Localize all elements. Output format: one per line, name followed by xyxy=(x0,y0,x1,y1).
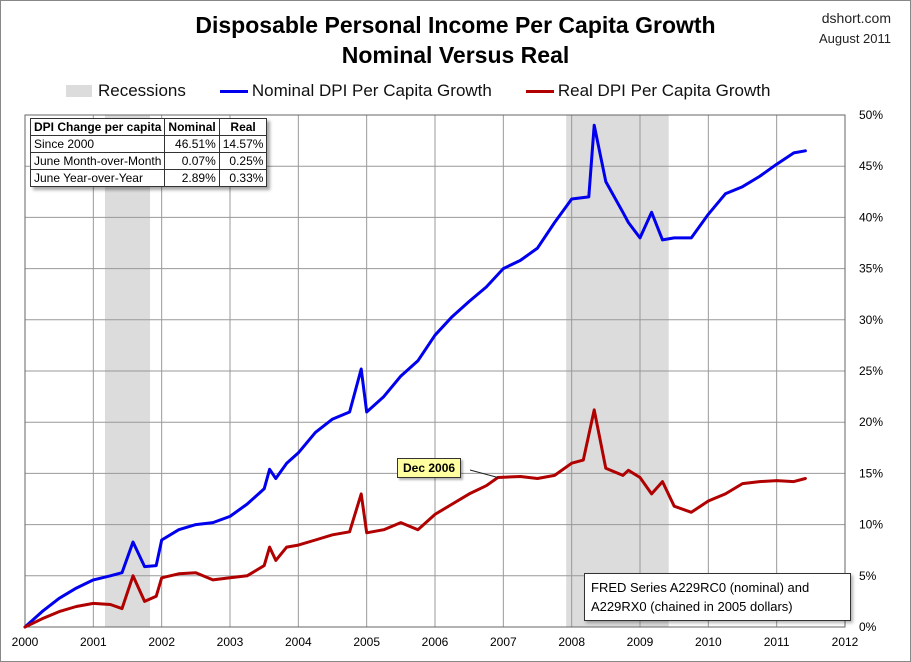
legend-item-nominal: Nominal DPI Per Capita Growth xyxy=(219,81,492,101)
x-tick-label: 2007 xyxy=(490,635,517,649)
real-swatch xyxy=(525,89,554,93)
y-tick-label: 35% xyxy=(859,262,883,276)
y-tick-label: 25% xyxy=(859,364,883,378)
stats-row: June Year-over-Year 2.89% 0.33% xyxy=(29,169,268,187)
stats-row-real: 0.33% xyxy=(218,169,268,187)
nominal-swatch xyxy=(219,89,248,93)
stats-header-label: DPI Change per capita xyxy=(29,118,166,136)
stats-row-nominal: 46.51% xyxy=(164,135,220,153)
stats-row-nominal: 2.89% xyxy=(164,169,220,187)
x-tick-label: 2003 xyxy=(217,635,244,649)
y-tick-label: 45% xyxy=(859,159,883,173)
legend-label-recessions: Recessions xyxy=(98,81,186,100)
x-tick-label: 2004 xyxy=(285,635,312,649)
y-tick-label: 0% xyxy=(859,620,877,634)
x-tick-label: 2009 xyxy=(627,635,654,649)
legend-label-nominal: Nominal DPI Per Capita Growth xyxy=(251,81,492,100)
x-tick-label: 2012 xyxy=(832,635,859,649)
y-tick-label: 20% xyxy=(859,415,883,429)
source-note: FRED Series A229RC0 (nominal) and A229RX… xyxy=(584,573,851,621)
stats-row-label: Since 2000 xyxy=(29,135,166,153)
y-tick-label: 10% xyxy=(859,518,883,532)
source-note-line2: A229RX0 (chained in 2005 dollars) xyxy=(591,599,793,614)
legend: Recessions Nominal DPI Per Capita Growth… xyxy=(66,80,804,102)
y-tick-label: 50% xyxy=(859,108,883,122)
source-note-line1: FRED Series A229RC0 (nominal) and xyxy=(591,580,810,595)
y-tick-label: 15% xyxy=(859,466,883,480)
stats-header-nominal: Nominal xyxy=(164,118,220,136)
y-tick-label: 5% xyxy=(859,569,877,583)
x-tick-label: 2010 xyxy=(695,635,722,649)
x-tick-label: 2011 xyxy=(764,635,790,649)
annotation-leader xyxy=(469,469,498,478)
x-tick-label: 2001 xyxy=(80,635,107,649)
annotation-callout: Dec 2006 xyxy=(397,458,462,478)
x-tick-label: 2008 xyxy=(558,635,585,649)
stats-row-real: 0.25% xyxy=(218,152,268,170)
y-tick-label: 40% xyxy=(859,210,883,224)
legend-item-recessions: Recessions xyxy=(66,81,186,101)
stats-table: DPI Change per capita Nominal Real Since… xyxy=(29,118,268,187)
plot-border xyxy=(24,114,846,628)
stats-row-label: June Month-over-Month xyxy=(29,152,166,170)
x-tick-label: 2002 xyxy=(148,635,175,649)
stats-row: June Month-over-Month 0.07% 0.25% xyxy=(29,152,268,170)
nominal-series-line xyxy=(23,123,807,629)
x-tick-label: 2005 xyxy=(353,635,380,649)
stats-row-label: June Year-over-Year xyxy=(29,169,166,187)
legend-label-real: Real DPI Per Capita Growth xyxy=(557,81,771,100)
recession-swatch xyxy=(66,85,92,97)
real-series-line xyxy=(23,408,807,629)
y-tick-label: 30% xyxy=(859,313,883,327)
x-tick-label: 2000 xyxy=(12,635,39,649)
chart-title-line1: Disposable Personal Income Per Capita Gr… xyxy=(195,12,716,38)
stats-row-nominal: 0.07% xyxy=(164,152,220,170)
stats-row-real: 14.57% xyxy=(218,135,268,153)
date-label: August 2011 xyxy=(818,31,891,46)
legend-item-real: Real DPI Per Capita Growth xyxy=(525,81,771,101)
x-tick-label: 2006 xyxy=(422,635,449,649)
chart-title-line2: Nominal Versus Real xyxy=(341,42,570,68)
stats-header-real: Real xyxy=(218,118,268,136)
stats-header-row: DPI Change per capita Nominal Real xyxy=(29,118,268,136)
brand-label: dshort.com xyxy=(821,10,891,26)
stats-row: Since 2000 46.51% 14.57% xyxy=(29,135,268,153)
